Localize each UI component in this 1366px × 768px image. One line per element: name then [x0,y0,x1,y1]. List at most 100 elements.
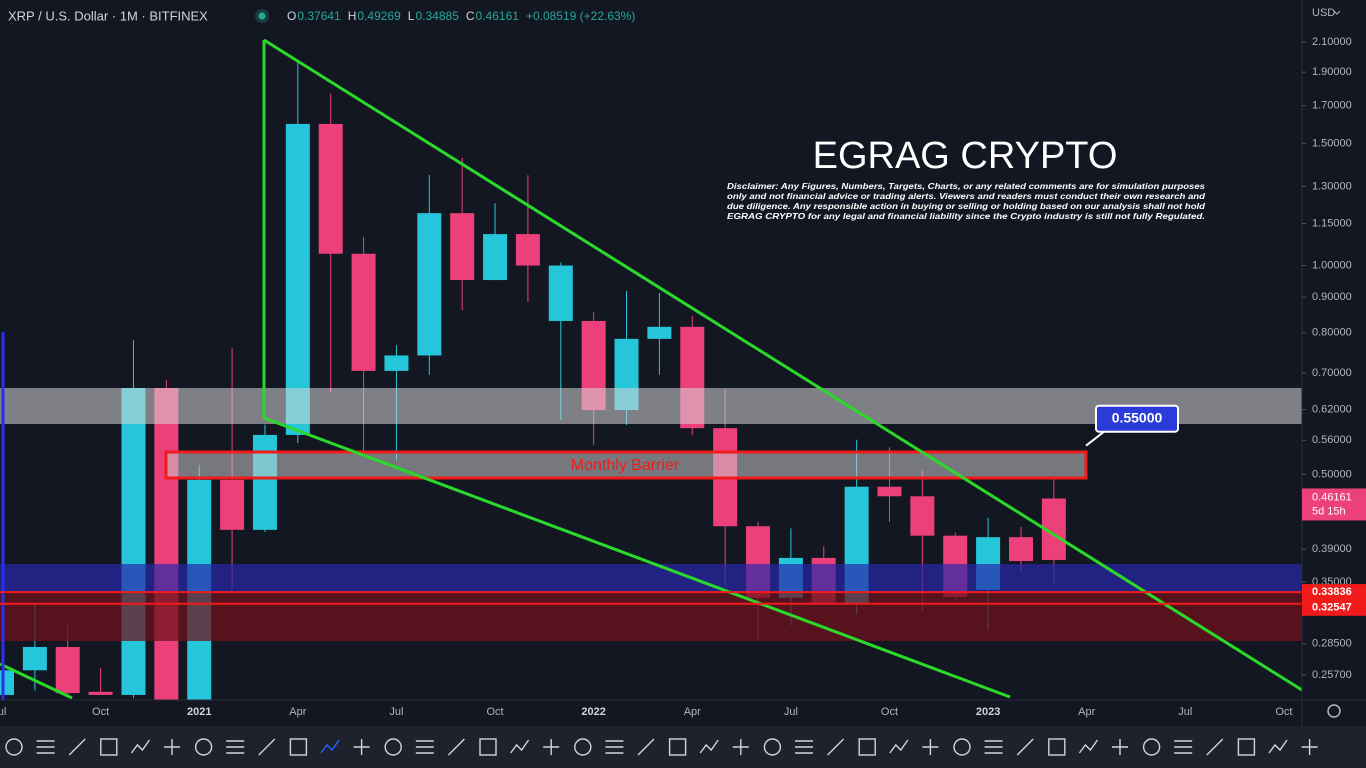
caret[interactable] [1333,10,1341,15]
brand: EGRAG CRYPTO [813,135,1118,177]
tool-icon[interactable] [1016,738,1034,756]
tool-icon[interactable] [984,740,1003,754]
settings[interactable] [1327,704,1341,718]
candle-body [417,213,442,356]
candle-body [88,691,113,695]
y-tick-label: 1.90000 [1312,66,1352,78]
tool-icon[interactable] [1112,739,1128,755]
trend-line [0,662,73,700]
candle-body [154,388,179,700]
x-tick-label: 2021 [187,706,211,718]
y-tick-label: 1.50000 [1312,137,1352,149]
x-tick-label: Apr [684,706,701,718]
price-tag [1302,488,1366,521]
candle-body [483,234,508,281]
tool-icon[interactable] [320,739,340,754]
tool-icon[interactable] [637,738,655,756]
tool-icon[interactable] [36,740,55,754]
tool-icon[interactable] [130,739,150,754]
tool-icon[interactable] [1174,740,1193,754]
tool-icon[interactable] [510,739,530,754]
y-tick-label: 1.30000 [1312,180,1352,192]
y-tick-label: 0.70000 [1312,367,1352,379]
toolbar [0,726,1366,768]
y-tick-label: 0.80000 [1312,327,1352,339]
y-tick-label: 2.10000 [1312,36,1352,48]
y-tick-label: 0.25700 [1312,669,1352,681]
countdown: 5d 15h [1312,505,1346,517]
disclaimer-line: EGRAG CRYPTO for any legal and financial… [727,212,1205,221]
tool-icon[interactable] [605,740,624,754]
candle-body [515,234,540,266]
candle-body [220,479,245,530]
tool-icon[interactable] [479,738,497,756]
tool-icon[interactable] [827,738,845,756]
x-tick-label: Jul [1178,706,1192,718]
tool-icon[interactable] [1142,738,1161,756]
tool-icon[interactable] [763,738,782,756]
disclaimer-line: Disclaimer: Any Figures, Numbers, Target… [727,182,1206,191]
y-tick-label: 0.90000 [1312,291,1352,303]
tool-icon[interactable] [1048,738,1066,756]
candle-body [1008,537,1033,562]
tool-icon[interactable] [415,740,434,754]
tool-icon[interactable] [1206,738,1224,756]
tool-icon[interactable] [100,738,118,756]
tool-icon[interactable] [668,738,687,756]
tool-icon[interactable] [226,740,245,754]
tool-icon[interactable] [1301,739,1318,755]
tool-icon[interactable] [258,738,276,756]
tool-icon[interactable] [543,739,560,755]
tool-icon[interactable] [953,738,971,756]
disclaimer-line: due diligence. Any responsible action in… [727,202,1206,211]
y-tick-label: 0.56000 [1312,434,1352,446]
support-band [0,564,1302,592]
callout-label: 0.55000 [1112,409,1163,425]
support-band-red [0,592,1302,641]
tool-icon[interactable] [889,739,909,754]
candle-body [22,646,47,671]
tool-icon[interactable] [194,738,213,756]
tool-icon[interactable] [795,740,813,754]
y-tick-label: 0.50000 [1312,468,1352,480]
tool-icon[interactable] [574,738,592,756]
x-tick-label: Jul [389,706,403,718]
x-tick-label: ul [0,706,6,718]
tool-icon[interactable] [353,739,370,755]
tool-icon[interactable] [447,738,465,756]
tool-icon[interactable] [922,739,939,755]
axes: 2.10000 1.90000 1.70000 1.50000 1.30000 1.150… [0,0,1366,726]
symbol: XRP / U.S. Dollar · 1M · BITFINEX [8,8,208,23]
x-tick-label: Oct [881,706,898,718]
resistance-band [0,388,1302,424]
tool-icon[interactable] [858,738,876,756]
tool-icon[interactable] [732,739,749,755]
trend-line [263,38,1302,692]
candle-body [351,253,376,371]
candle-body [318,123,343,254]
tool-icon[interactable] [1078,739,1098,754]
y-tick-label: 0.62000 [1312,404,1352,416]
tool-icon[interactable] [68,738,86,756]
disclaimer-line: only and not financial advice or trading… [727,192,1206,201]
level-tag [1302,599,1366,616]
ohlc-value: 0.37641 [297,9,341,23]
x-tick-label: Oct [486,706,503,718]
tool-icon[interactable] [699,739,719,754]
tool-icon[interactable] [289,738,308,756]
ohlc-value: 0.49269 [357,9,401,23]
candle-body [450,213,475,281]
y-tick-label: 1.15000 [1312,217,1352,229]
y-tick-label: 0.28500 [1312,638,1352,650]
disclaimer: Disclaimer: Any Figures, Numbers, Target… [727,182,1206,221]
tool-icon[interactable] [384,738,402,756]
level-label: 0.33836 [1312,586,1352,598]
tool-icon[interactable] [1268,739,1288,754]
tool-icon[interactable] [164,739,180,755]
tool-icon[interactable] [5,738,23,756]
level-tag [1302,584,1366,601]
price-label: 0.46161 [1312,491,1352,503]
tool-icon[interactable] [1237,738,1256,756]
candle-body [877,486,902,497]
